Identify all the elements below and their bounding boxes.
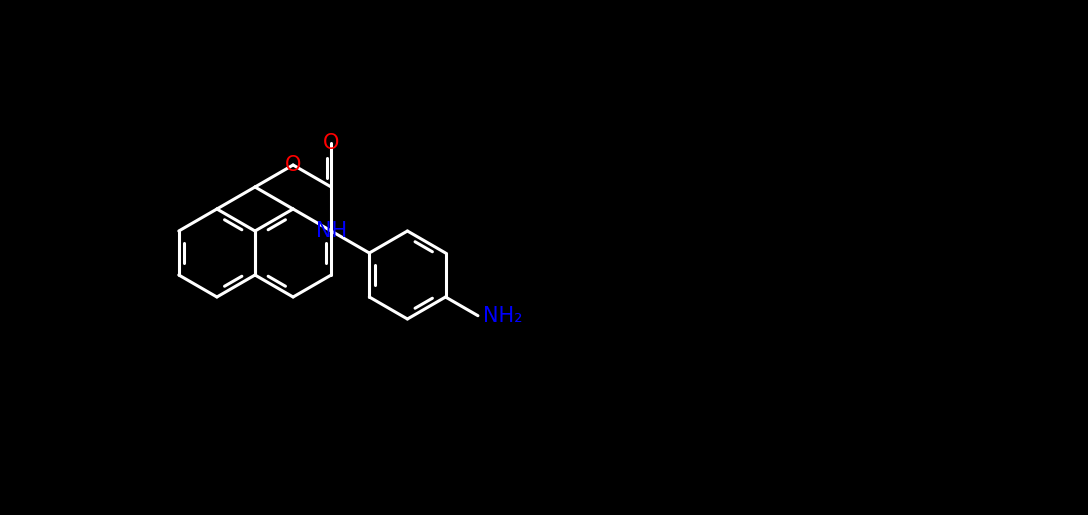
- Text: O: O: [285, 155, 301, 175]
- Text: NH: NH: [316, 221, 347, 241]
- Text: NH₂: NH₂: [483, 306, 522, 325]
- Text: O: O: [323, 133, 339, 153]
